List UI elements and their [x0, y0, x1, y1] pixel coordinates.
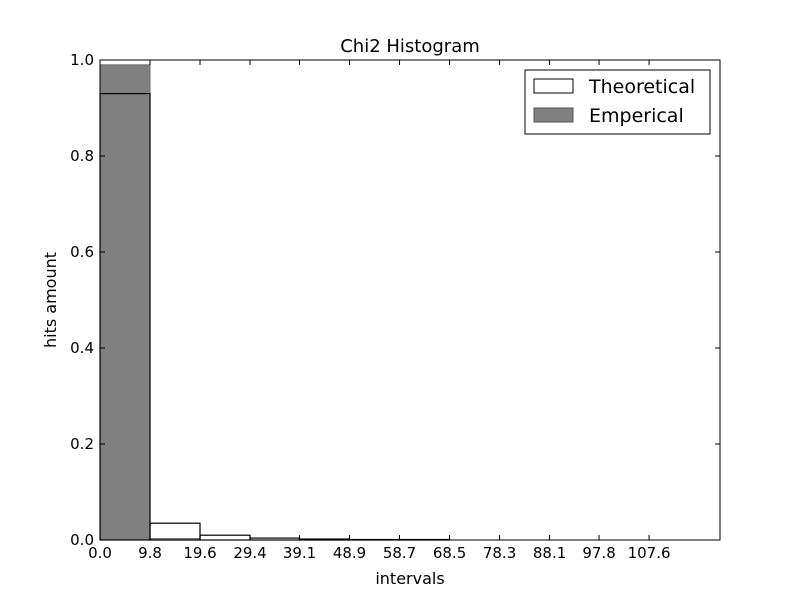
- y-axis-label: hits amount: [41, 252, 60, 348]
- legend-label-theoretical: Theoretical: [588, 76, 695, 98]
- x-axis-label: intervals: [375, 569, 444, 588]
- x-tick-label-11: 107.6: [628, 544, 671, 562]
- x-tick-label-2: 19.6: [183, 544, 216, 562]
- y-tick-label-2: 0.4: [70, 339, 94, 357]
- x-tick-label-3: 29.4: [233, 544, 266, 562]
- x-tick-label-7: 68.5: [433, 544, 466, 562]
- x-tick-label-10: 97.8: [582, 544, 615, 562]
- x-tick-label-1: 9.8: [138, 544, 162, 562]
- plot-background: [100, 60, 720, 540]
- x-tick-label-0: 0.0: [88, 544, 112, 562]
- bar-emperical-0: [99, 64, 151, 541]
- y-tick-label-0: 0.0: [70, 531, 94, 549]
- y-tick-label-1: 0.2: [70, 435, 94, 453]
- y-tick-label-3: 0.6: [70, 243, 94, 261]
- y-tick-label-5: 1.0: [70, 51, 94, 69]
- legend-swatch-emperical: [533, 107, 574, 123]
- plot-frame: [99, 59, 721, 541]
- legend: Theoretical Emperical: [524, 69, 711, 135]
- x-tick-label-6: 58.7: [383, 544, 416, 562]
- legend-swatch-theoretical: [533, 78, 574, 94]
- x-tick-label-8: 78.3: [483, 544, 516, 562]
- y-tick-label-4: 0.8: [70, 147, 94, 165]
- x-tick-label-4: 39.1: [283, 544, 316, 562]
- legend-label-emperical: Emperical: [589, 105, 684, 127]
- x-tick-label-9: 88.1: [533, 544, 566, 562]
- x-tick-label-5: 48.9: [333, 544, 366, 562]
- chart-title: Chi2 Histogram: [340, 36, 480, 57]
- ticks: 0.0 9.8 19.6 29.4 39.1 48.9 58.7 68.5 78.3 88.1 97…: [70, 51, 720, 562]
